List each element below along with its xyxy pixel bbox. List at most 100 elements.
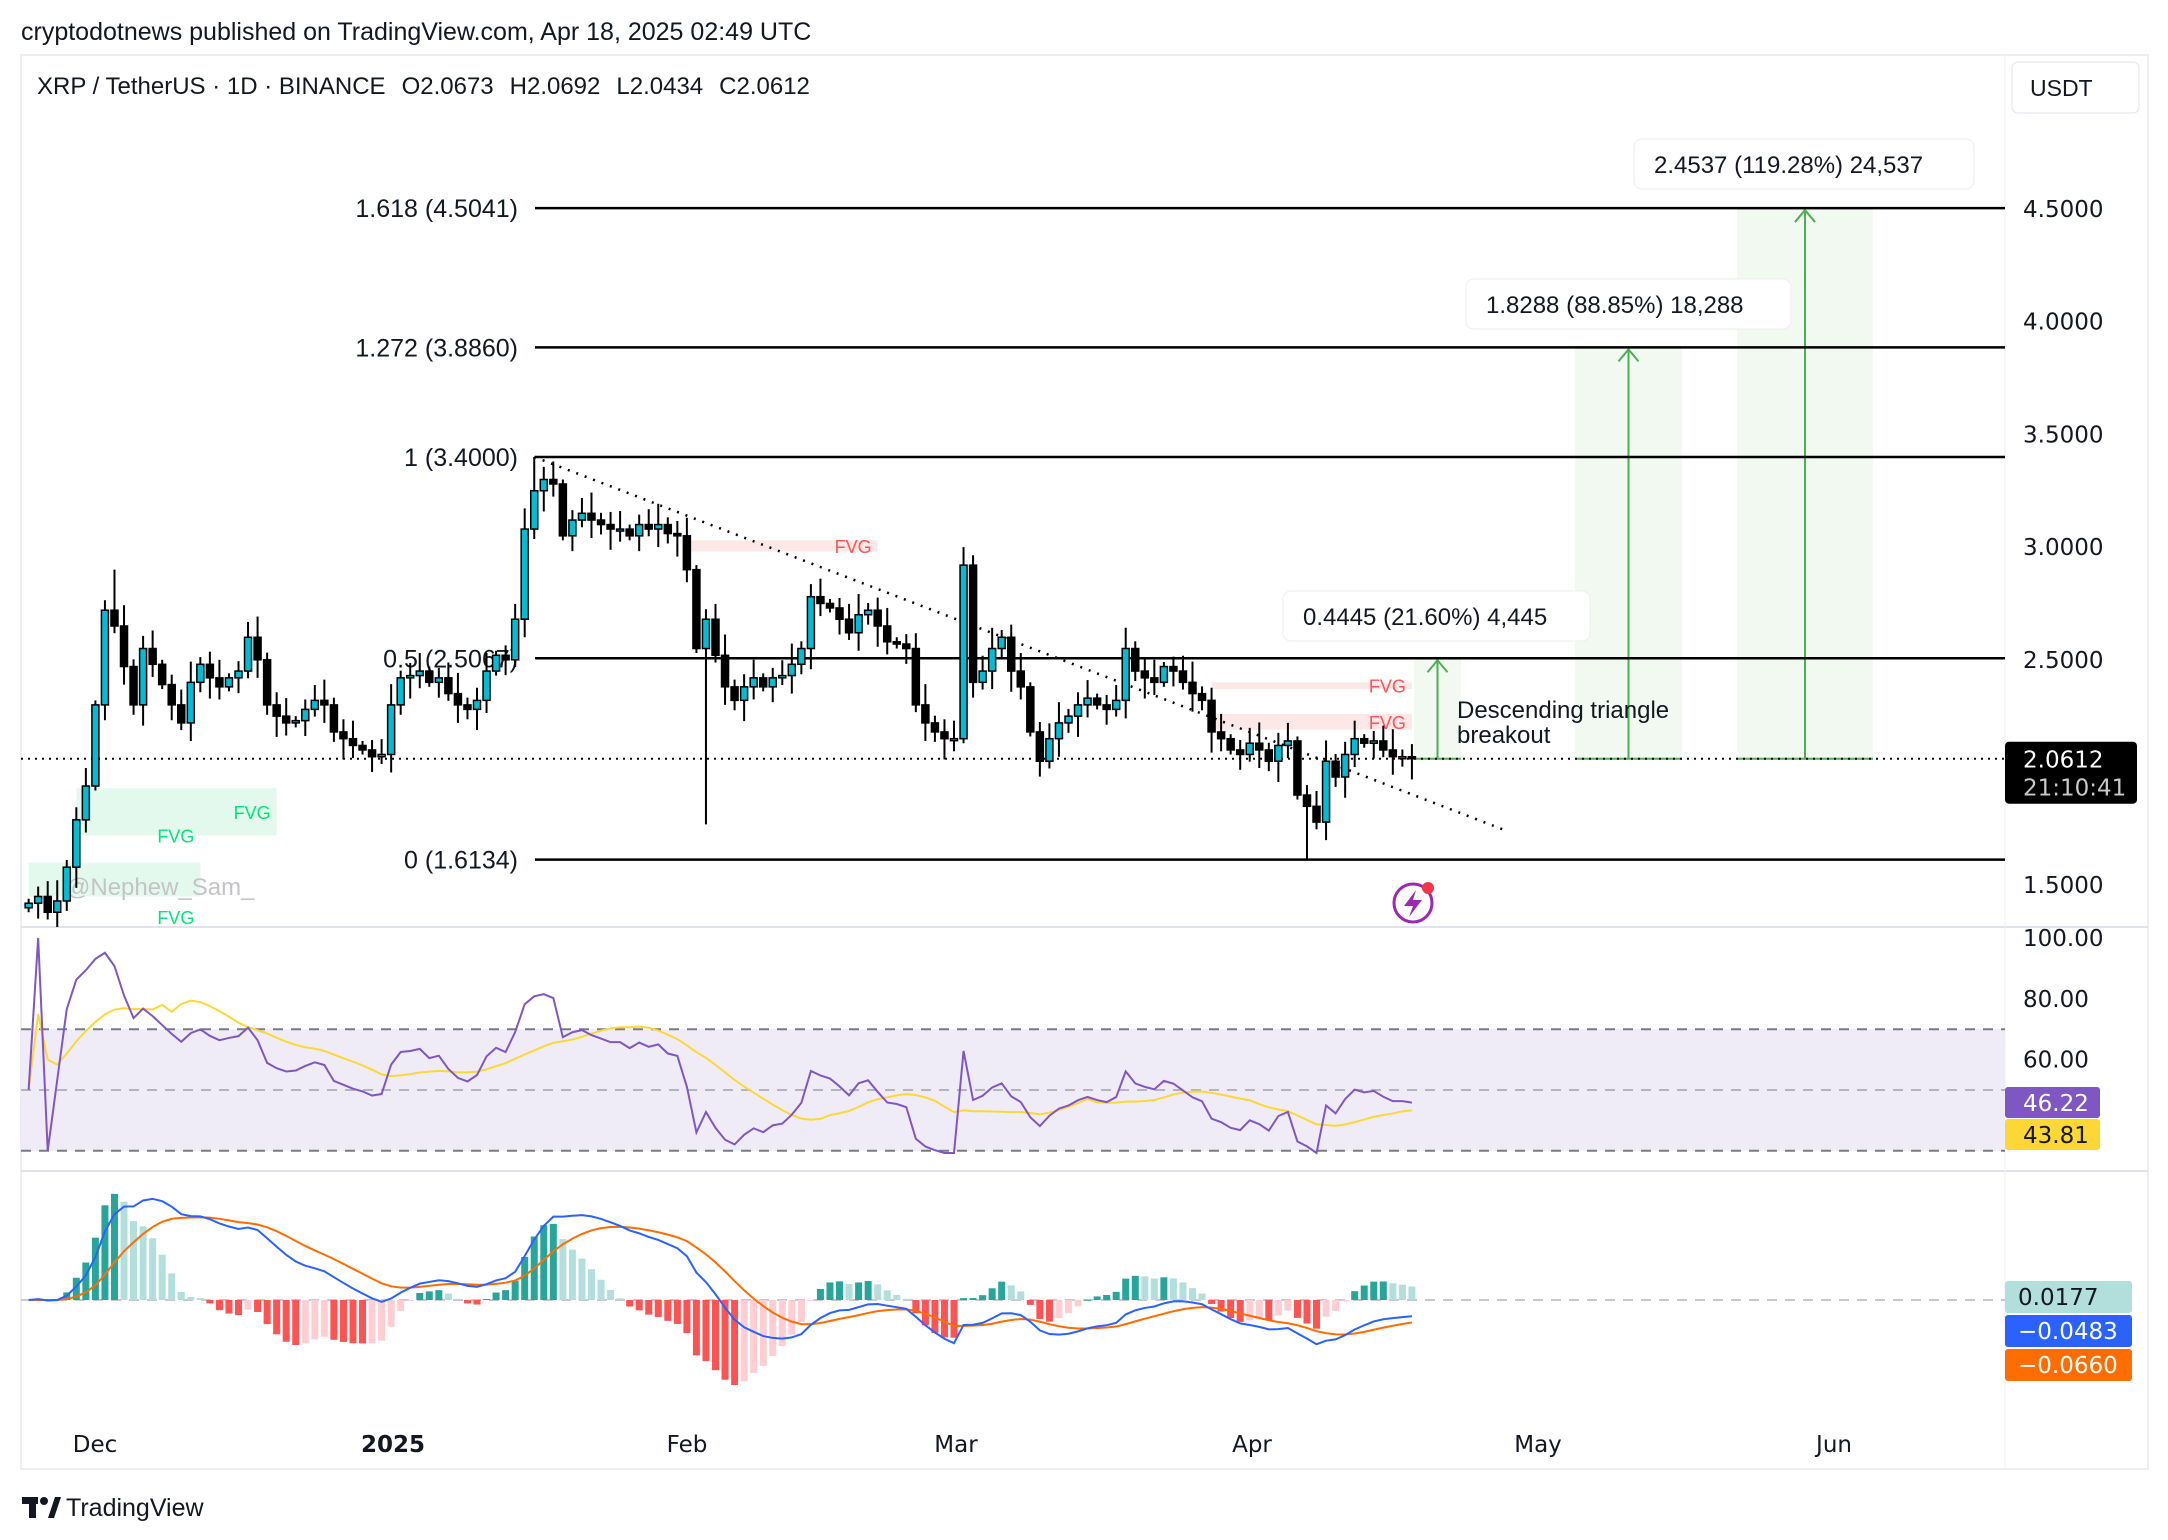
- candle[interactable]: [997, 630, 1006, 659]
- candle[interactable]: [1073, 692, 1083, 737]
- candle[interactable]: [1226, 734, 1235, 755]
- candle[interactable]: [625, 524, 634, 541]
- candle[interactable]: [663, 517, 673, 544]
- candle[interactable]: [444, 662, 453, 701]
- candle[interactable]: [816, 578, 825, 617]
- candle[interactable]: [549, 461, 558, 497]
- candle[interactable]: [644, 509, 653, 537]
- candle[interactable]: [1083, 680, 1092, 718]
- candle[interactable]: [1006, 624, 1016, 692]
- candle[interactable]: [339, 719, 348, 760]
- candle[interactable]: [510, 603, 520, 668]
- candle[interactable]: [253, 616, 262, 678]
- candle[interactable]: [377, 739, 386, 764]
- macd-pane[interactable]: [21, 1193, 2005, 1386]
- candle[interactable]: [682, 517, 692, 583]
- candle[interactable]: [529, 456, 539, 539]
- candle[interactable]: [110, 569, 119, 634]
- candle[interactable]: [873, 597, 882, 647]
- candle[interactable]: [949, 720, 959, 752]
- candle[interactable]: [72, 807, 81, 888]
- candle[interactable]: [596, 512, 606, 535]
- candle[interactable]: [148, 630, 157, 677]
- candle[interactable]: [1407, 744, 1417, 780]
- candle[interactable]: [1197, 686, 1207, 711]
- candle[interactable]: [902, 634, 911, 664]
- candle[interactable]: [615, 511, 625, 542]
- candle[interactable]: [1035, 722, 1045, 777]
- candle[interactable]: [787, 643, 797, 694]
- candle[interactable]: [301, 699, 310, 736]
- currency-button[interactable]: USDT: [2011, 61, 2140, 114]
- candle[interactable]: [91, 700, 100, 791]
- candle[interactable]: [673, 520, 682, 557]
- candle[interactable]: [1102, 694, 1111, 725]
- candle[interactable]: [1312, 790, 1321, 830]
- candle[interactable]: [606, 511, 615, 550]
- candle[interactable]: [167, 674, 176, 721]
- candle[interactable]: [720, 634, 730, 705]
- candle[interactable]: [1054, 702, 1064, 757]
- candle[interactable]: [654, 503, 663, 548]
- candle[interactable]: [634, 514, 644, 552]
- candle[interactable]: [1140, 658, 1150, 699]
- candle[interactable]: [844, 603, 854, 640]
- candle[interactable]: [1388, 729, 1398, 775]
- candle[interactable]: [882, 607, 892, 655]
- candle[interactable]: [1188, 661, 1197, 712]
- candle[interactable]: [539, 466, 549, 512]
- candle[interactable]: [138, 635, 148, 726]
- candle[interactable]: [835, 598, 844, 635]
- candle[interactable]: [1398, 749, 1407, 767]
- candle[interactable]: [1026, 682, 1035, 737]
- price-pane[interactable]: FVG FVG FVG FVG FVG FVG @Nephew_Sam_ 1.618 (4.5…: [21, 138, 2005, 930]
- candle[interactable]: [1379, 725, 1388, 758]
- candle[interactable]: [262, 652, 272, 715]
- candle[interactable]: [463, 697, 472, 720]
- candle[interactable]: [1216, 713, 1226, 752]
- candle[interactable]: [1064, 708, 1073, 733]
- candle[interactable]: [758, 673, 768, 692]
- candle[interactable]: [501, 645, 510, 676]
- candle[interactable]: [1245, 727, 1254, 762]
- candle[interactable]: [129, 659, 138, 715]
- candle[interactable]: [1350, 720, 1359, 768]
- candle[interactable]: [1121, 627, 1130, 719]
- candle[interactable]: [1321, 740, 1331, 841]
- candle[interactable]: [386, 684, 396, 773]
- candle[interactable]: [930, 715, 940, 742]
- candle[interactable]: [987, 627, 997, 690]
- candle[interactable]: [320, 679, 329, 723]
- candle[interactable]: [1235, 740, 1245, 770]
- candle[interactable]: [434, 667, 444, 698]
- candle[interactable]: [491, 650, 501, 676]
- candle[interactable]: [730, 679, 739, 711]
- candle[interactable]: [1131, 641, 1140, 681]
- candle[interactable]: [415, 653, 425, 689]
- candle[interactable]: [329, 697, 339, 742]
- candle[interactable]: [396, 670, 405, 715]
- candle[interactable]: [62, 859, 72, 911]
- candle[interactable]: [348, 720, 358, 759]
- candle[interactable]: [358, 740, 367, 755]
- candle[interactable]: [367, 740, 377, 773]
- tradingview-logo[interactable]: TradingView: [22, 1494, 205, 1522]
- candle[interactable]: [778, 660, 787, 686]
- candle[interactable]: [1283, 722, 1293, 759]
- candle[interactable]: [568, 510, 577, 552]
- candle[interactable]: [177, 689, 186, 731]
- candle[interactable]: [940, 719, 949, 760]
- candle[interactable]: [1178, 655, 1188, 690]
- candle[interactable]: [291, 716, 300, 728]
- candle[interactable]: [911, 633, 921, 713]
- candle[interactable]: [205, 651, 215, 699]
- candle[interactable]: [863, 602, 873, 625]
- candle[interactable]: [243, 621, 253, 679]
- candle[interactable]: [768, 667, 777, 703]
- candle[interactable]: [701, 609, 711, 825]
- candle[interactable]: [1150, 659, 1159, 695]
- candle[interactable]: [52, 880, 62, 930]
- candle[interactable]: [749, 659, 758, 700]
- candle[interactable]: [1340, 741, 1350, 798]
- candle[interactable]: [558, 479, 568, 541]
